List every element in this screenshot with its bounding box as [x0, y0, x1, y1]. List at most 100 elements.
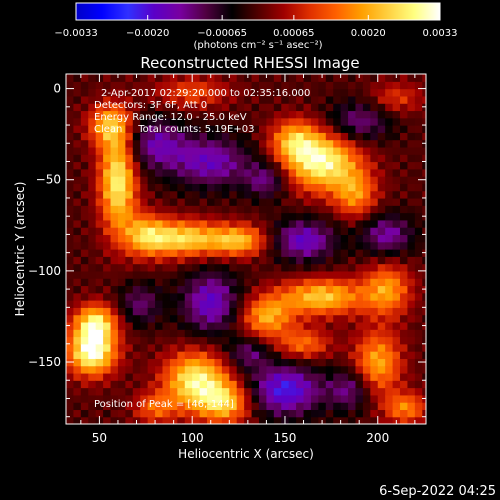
heatmap-cell [80, 343, 89, 352]
heatmap-cell [362, 125, 371, 133]
heatmap-cell [162, 314, 171, 323]
heatmap-cell [169, 125, 178, 133]
heatmap-cell [266, 329, 275, 338]
heatmap-cell [362, 249, 371, 257]
heatmap-cell [147, 409, 156, 418]
heatmap-cell [303, 190, 312, 199]
heatmap-cell [392, 402, 401, 411]
heatmap-cell [207, 227, 216, 236]
heatmap-cell [207, 409, 216, 418]
heatmap-cell [318, 300, 327, 308]
heatmap-cell [162, 300, 171, 308]
heatmap-cell [140, 125, 149, 133]
heatmap-cell [288, 300, 297, 308]
heatmap-cell [266, 256, 275, 265]
heatmap-cell [244, 132, 253, 141]
heatmap-cell [303, 380, 312, 389]
heatmap-cell [140, 314, 149, 323]
heatmap-cell [273, 154, 282, 163]
heatmap-cell [125, 74, 134, 82]
heatmap-cell [214, 409, 223, 418]
heatmap-cell [362, 329, 371, 338]
heatmap-cell [162, 234, 171, 243]
heatmap-cell [199, 241, 208, 250]
heatmap-cell [340, 183, 349, 192]
heatmap-cell [244, 292, 253, 301]
heatmap-cell [88, 394, 97, 403]
heatmap-cell [258, 234, 268, 243]
heatmap-cell [88, 190, 97, 199]
heatmap-cell [281, 387, 290, 396]
heatmap-cell [132, 387, 141, 396]
heatmap-cell [370, 329, 379, 338]
heatmap-cell [214, 125, 223, 133]
heatmap-cell [385, 402, 394, 411]
heatmap-cell [125, 176, 134, 184]
heatmap-cell [229, 402, 238, 411]
heatmap-cell [117, 168, 126, 177]
heatmap-cell [414, 394, 423, 403]
heatmap-cell [266, 132, 275, 141]
heatmap-cell [296, 285, 305, 294]
heatmap-cell [258, 256, 268, 265]
heatmap-cell [192, 161, 201, 170]
heatmap-cell [385, 300, 394, 308]
heatmap-cell [296, 321, 305, 330]
heatmap-cell [288, 307, 297, 316]
heatmap-cell [117, 402, 126, 411]
heatmap-cell [244, 372, 253, 381]
heatmap-cell [125, 387, 134, 396]
heatmap-cell [348, 219, 357, 228]
heatmap-cell [303, 256, 312, 265]
heatmap-cell [169, 300, 178, 308]
heatmap-cell [400, 125, 409, 133]
heatmap-cell [117, 183, 126, 192]
heatmap-cell [325, 263, 334, 272]
heatmap-cell [355, 300, 364, 308]
heatmap-cell [132, 307, 141, 316]
heatmap-cell [288, 161, 297, 170]
heatmap-cell [66, 139, 75, 148]
heatmap-cell [147, 249, 156, 257]
heatmap-cell [110, 132, 119, 141]
heatmap-cell [318, 190, 327, 199]
heatmap-cell [207, 343, 216, 352]
heatmap-cell [414, 161, 423, 170]
heatmap-cell [407, 103, 416, 112]
heatmap-cell [162, 365, 171, 374]
heatmap-cell [251, 205, 260, 214]
heatmap-cell [414, 256, 423, 265]
heatmap-cell [377, 365, 386, 374]
heatmap-cell [214, 103, 223, 112]
heatmap-cell [162, 103, 171, 112]
heatmap-cell [258, 227, 268, 236]
heatmap-cell [340, 278, 349, 287]
heatmap-cell [95, 343, 104, 352]
heatmap-cell [377, 321, 386, 330]
heatmap-cell [244, 321, 253, 330]
heatmap-cell [355, 249, 364, 257]
heatmap-cell [221, 329, 230, 338]
heatmap-cell [251, 154, 260, 163]
heatmap-cell [236, 409, 245, 418]
heatmap-cell [333, 139, 342, 148]
heatmap-cell [296, 409, 305, 418]
heatmap-cell [177, 278, 186, 287]
heatmap-cell [422, 183, 426, 192]
heatmap-cell [132, 219, 141, 228]
heatmap-cell [266, 270, 275, 279]
heatmap-cell [103, 81, 112, 90]
heatmap-cell [80, 402, 89, 411]
heatmap-cell [236, 227, 245, 236]
heatmap-cell [236, 256, 245, 265]
heatmap-cell [95, 256, 104, 265]
heatmap-cell [110, 205, 119, 214]
heatmap-cell [310, 74, 319, 82]
heatmap-cell [385, 176, 394, 184]
heatmap-cell [355, 227, 364, 236]
heatmap-cell [407, 74, 416, 82]
heatmap-cell [110, 154, 119, 163]
heatmap-cell [184, 380, 193, 389]
heatmap-cell [296, 402, 305, 411]
heatmap-cell [221, 270, 230, 279]
